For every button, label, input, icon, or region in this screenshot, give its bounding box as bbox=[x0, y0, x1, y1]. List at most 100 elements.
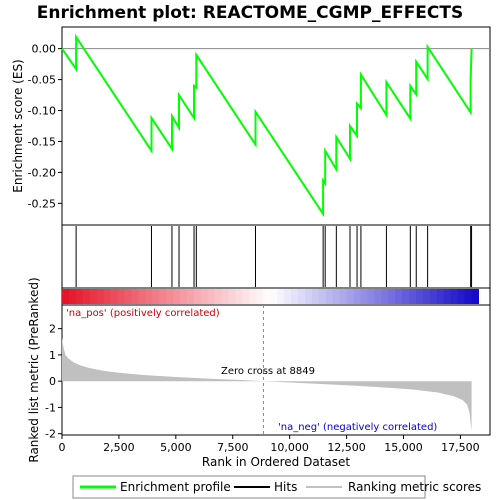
metric-y-tick-label: -2 bbox=[45, 428, 56, 441]
color-bar-segment bbox=[193, 289, 202, 304]
x-axis-label: Rank in Ordered Dataset bbox=[202, 455, 350, 469]
es-y-axis-label: Enrichment score (ES) bbox=[11, 59, 25, 192]
color-bar-segment bbox=[270, 289, 278, 304]
color-bar-segment bbox=[360, 289, 368, 304]
color-bar-segment bbox=[180, 289, 188, 304]
rank-x-axis: 0 2,500 5,000 7,500 10,000 12,500 15,000 17,500 bbox=[59, 435, 480, 454]
color-bar-segment bbox=[416, 289, 424, 304]
zero-cross-note: Zero cross at 8849 bbox=[221, 366, 315, 377]
color-bar-segment bbox=[346, 289, 354, 304]
metric-y-tick-label: 2 bbox=[49, 323, 56, 336]
es-y-tick-label: -0.15 bbox=[28, 135, 56, 148]
color-bar-segment bbox=[117, 289, 125, 304]
metric-y-tick-label: 1 bbox=[49, 349, 56, 362]
color-bar-segment bbox=[374, 289, 382, 304]
color-bar-segment bbox=[277, 289, 285, 304]
x-tick-label: 7,500 bbox=[217, 441, 249, 454]
ranking-metric-area bbox=[62, 337, 472, 432]
color-bar-segment bbox=[187, 289, 195, 304]
hits-markers bbox=[75, 226, 473, 287]
color-bar-segment bbox=[332, 289, 341, 304]
color-bar-segment bbox=[68, 289, 77, 304]
color-bar-segment bbox=[388, 289, 396, 304]
color-bar-segment bbox=[305, 289, 313, 304]
es-y-axis: 0.00 -0.05 -0.10 -0.15 -0.20 -0.25 bbox=[28, 43, 62, 210]
x-tick-label: 10,000 bbox=[270, 441, 309, 454]
color-bar-segment bbox=[166, 289, 174, 304]
color-bar-segment bbox=[311, 289, 320, 304]
legend: Enrichment profile Hits Ranking metric s… bbox=[72, 475, 481, 499]
es-y-tick-label: 0.00 bbox=[32, 43, 57, 56]
color-bar-segment bbox=[103, 289, 112, 304]
metric-y-tick-label: 0 bbox=[49, 375, 56, 388]
color-bar-segment bbox=[235, 289, 243, 304]
color-bar-segment bbox=[423, 289, 431, 304]
negative-correlation-note: 'na_neg' (negatively correlated) bbox=[278, 422, 437, 433]
rank-color-bar bbox=[62, 289, 479, 304]
chart-title: Enrichment plot: REACTOME_CGMP_EFFECTS bbox=[37, 3, 464, 23]
es-y-tick-label: -0.05 bbox=[28, 74, 56, 87]
color-bar-segment bbox=[173, 289, 181, 304]
color-bar-segment bbox=[221, 289, 230, 304]
color-bar-segment bbox=[152, 289, 160, 304]
es-y-tick-label: -0.20 bbox=[28, 166, 56, 179]
color-bar-segment bbox=[263, 289, 271, 304]
es-y-tick-label: -0.25 bbox=[28, 197, 56, 210]
color-bar-segment bbox=[429, 289, 438, 304]
es-y-tick-label: -0.10 bbox=[28, 105, 56, 118]
color-bar-segment bbox=[200, 289, 209, 304]
color-bar-segment bbox=[457, 289, 466, 304]
legend-metric-label: Ranking metric scores bbox=[348, 480, 481, 494]
x-tick-label: 0 bbox=[59, 441, 66, 454]
legend-hits-label: Hits bbox=[274, 480, 297, 494]
es-panel-frame bbox=[61, 26, 491, 226]
color-bar-segment bbox=[325, 289, 334, 304]
color-bar-segment bbox=[214, 289, 223, 304]
color-bar-segment bbox=[138, 289, 146, 304]
color-bar-segment bbox=[353, 289, 361, 304]
metric-y-axis-label: Ranked list metric (PreRanked) bbox=[27, 277, 41, 462]
positive-correlation-note: 'na_pos' (positively correlated) bbox=[66, 308, 220, 319]
color-bar-segment bbox=[464, 289, 472, 304]
color-bar-segment bbox=[124, 289, 132, 304]
color-bar-segment bbox=[409, 289, 417, 304]
color-bar-segment bbox=[471, 289, 479, 304]
x-tick-label: 2,500 bbox=[103, 441, 135, 454]
color-bar-segment bbox=[131, 289, 139, 304]
color-bar-segment bbox=[443, 289, 452, 304]
color-bar-segment bbox=[402, 289, 410, 304]
hits-panel-frame bbox=[61, 224, 491, 289]
color-bar-segment bbox=[242, 289, 250, 304]
color-bar-segment bbox=[256, 289, 264, 304]
color-bar-segment bbox=[62, 289, 70, 304]
color-bar-segment bbox=[96, 289, 105, 304]
x-tick-label: 17,500 bbox=[441, 441, 480, 454]
color-bar-segment bbox=[381, 289, 389, 304]
color-bar-segment bbox=[298, 289, 306, 304]
color-bar-segment bbox=[318, 289, 327, 304]
color-bar-segment bbox=[159, 289, 167, 304]
color-bar-segment bbox=[89, 289, 98, 304]
x-tick-label: 5,000 bbox=[160, 441, 192, 454]
metric-y-tick-label: -1 bbox=[45, 401, 56, 414]
color-bar-segment bbox=[291, 289, 299, 304]
legend-profile-label: Enrichment profile bbox=[120, 480, 231, 494]
enrichment-profile-line bbox=[61, 33, 473, 218]
color-bar-segment bbox=[284, 289, 292, 304]
color-bar-segment bbox=[207, 289, 216, 304]
color-bar-segment bbox=[110, 289, 118, 304]
metric-y-axis: 2 1 0 -1 -2 bbox=[45, 323, 62, 441]
x-tick-label: 15,000 bbox=[384, 441, 423, 454]
color-bar-segment bbox=[75, 289, 84, 304]
color-bar-segment bbox=[145, 289, 153, 304]
x-tick-label: 12,500 bbox=[327, 441, 366, 454]
color-bar-segment bbox=[339, 289, 348, 304]
color-bar-segment bbox=[436, 289, 445, 304]
color-bar-segment bbox=[395, 289, 403, 304]
color-bar-segment bbox=[228, 289, 236, 304]
color-bar-segment bbox=[82, 289, 91, 304]
color-bar-segment bbox=[249, 289, 257, 304]
color-bar-segment bbox=[450, 289, 459, 304]
color-bar-segment bbox=[367, 289, 375, 304]
